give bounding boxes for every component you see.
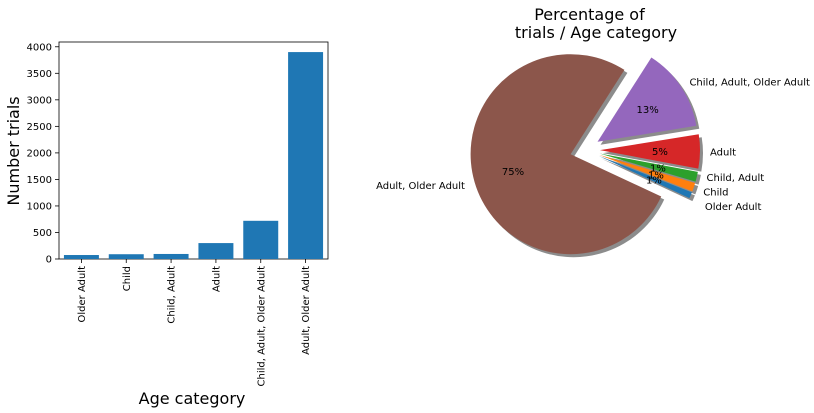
y-tick-label: 2000 xyxy=(27,148,52,159)
y-tick-label: 1500 xyxy=(27,175,52,186)
pie-label-older-adult: Older Adult xyxy=(705,202,762,213)
pie-slice-child xyxy=(599,154,696,192)
pie-title-line-2: trials / Age category xyxy=(515,23,677,42)
y-tick-label: 3500 xyxy=(27,69,52,80)
pie-chart: Percentage of trials / Age category Olde… xyxy=(376,5,810,258)
y-axis-label: Number trials xyxy=(4,96,23,205)
bar-child-adult xyxy=(153,253,189,259)
x-tick-label: Child, Adult xyxy=(167,266,178,324)
x-tick-label: Older Adult xyxy=(77,266,88,323)
pie-pct-child-adult-older-adult: 13% xyxy=(637,105,659,116)
y-tick-label: 0 xyxy=(46,255,52,266)
pie-pct-child-adult: 1% xyxy=(650,163,666,174)
pie-shadow-older-adult xyxy=(601,158,695,202)
pie-pct-adult: 5% xyxy=(652,147,668,158)
bar-marks xyxy=(63,52,324,259)
x-axis-ticks: Older Adult Child Child, Adult Adult Child, … xyxy=(77,259,312,386)
pie-label-adult-older-adult: Adult, Older Adult xyxy=(376,181,465,192)
x-axis-label: Age category xyxy=(139,389,246,408)
pie-title-line-1: Percentage of xyxy=(534,5,645,24)
y-tick-label: 4000 xyxy=(27,42,52,53)
pie-slice-child-adult-older-adult xyxy=(597,57,697,142)
bar-plot-area xyxy=(58,41,329,260)
pie-pct-adult-older-adult: 75% xyxy=(502,167,524,178)
pie-slice-older-adult xyxy=(598,155,692,199)
y-axis-ticks: 0 500 1000 1500 2000 2500 3000 3500 4000 xyxy=(27,42,59,266)
pie-labels: Older Adult 1% Child 1% Child, Adult 1% Adult 5… xyxy=(376,77,810,213)
x-tick-label: Adult, Older Adult xyxy=(301,266,312,355)
pie-label-child-adult: Child, Adult xyxy=(707,173,765,184)
pie-slice-child-adult xyxy=(599,153,698,182)
x-tick-label: Child, Adult, Older Adult xyxy=(256,266,267,387)
y-tick-label: 3000 xyxy=(27,95,52,106)
pie-label-child-adult-older-adult: Child, Adult, Older Adult xyxy=(689,77,810,88)
pie-slices xyxy=(470,54,703,258)
y-tick-label: 2500 xyxy=(27,122,52,133)
pie-slice-adult-older-adult xyxy=(470,54,662,255)
pie-slice-adult xyxy=(599,134,700,169)
bar-child xyxy=(108,254,144,259)
bar-adult-older-adult xyxy=(288,52,324,259)
y-tick-label: 1000 xyxy=(27,201,52,212)
pie-pct-child: 1% xyxy=(648,170,664,181)
bar-child-adult-older-adult xyxy=(243,220,279,259)
x-tick-label: Child xyxy=(122,266,133,291)
bar-older-adult xyxy=(63,255,99,259)
pie-title: Percentage of trials / Age category xyxy=(515,5,677,42)
y-tick-label: 500 xyxy=(33,228,52,239)
pie-label-adult: Adult xyxy=(710,148,736,159)
pie-label-child: Child xyxy=(703,187,728,198)
bar-chart: 0 500 1000 1500 2000 2500 3000 3500 4000 Older A… xyxy=(4,41,329,408)
pie-pct-older-adult: 1% xyxy=(646,176,662,187)
bar-adult xyxy=(198,243,234,259)
x-tick-label: Adult xyxy=(211,266,222,292)
